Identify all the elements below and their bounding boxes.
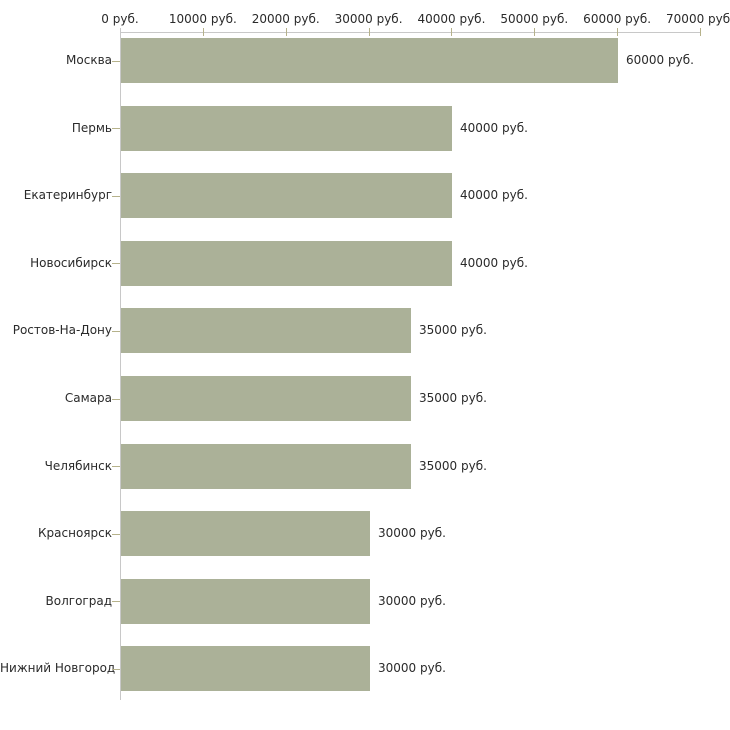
- bar-9: [121, 646, 370, 692]
- bar-6: [121, 443, 411, 489]
- x-axis-line: [120, 32, 701, 33]
- x-axis-tick: [368, 28, 370, 36]
- category-tick: [112, 61, 120, 62]
- x-axis-tick-label: 0 руб.: [101, 12, 139, 26]
- bar-value-label: 30000 руб.: [378, 593, 446, 608]
- category-tick: [112, 196, 120, 197]
- category-tick: [112, 263, 120, 264]
- bar-8: [121, 578, 370, 624]
- bar-value-label: 35000 руб.: [419, 391, 487, 405]
- bar-3: [121, 240, 452, 286]
- bar-value-label: 35000 руб.: [419, 458, 487, 473]
- bar-1: [121, 105, 452, 151]
- x-axis-tick-label: 40000 руб.: [417, 12, 486, 26]
- category-tick: [112, 601, 120, 602]
- x-axis-tick: [451, 28, 453, 36]
- x-axis-tick-label: 60000 руб.: [583, 12, 652, 26]
- bar-value-label: 35000 руб.: [419, 323, 487, 338]
- x-axis-tick: [120, 28, 121, 36]
- category-label: Москва: [66, 53, 112, 67]
- x-axis-tick-label: 30000 руб.: [334, 12, 403, 26]
- category-label: Екатеринбург: [23, 188, 112, 203]
- x-axis-tick: [700, 28, 701, 36]
- bar-value-label: 30000 руб.: [378, 526, 446, 541]
- category-tick: [112, 399, 120, 400]
- category-label: Новосибирск: [30, 255, 112, 270]
- bar-value-label: 60000 руб.: [626, 53, 694, 67]
- bar-value-label: 30000 руб.: [378, 661, 446, 676]
- category-label: Ростов-На-Дону: [12, 323, 112, 338]
- x-axis-tick-label: 20000 руб.: [251, 12, 320, 26]
- category-label: Нижний Новгород: [0, 661, 116, 676]
- category-label: Челябинск: [44, 458, 112, 473]
- y-axis-line: [120, 32, 121, 700]
- bar-7: [121, 511, 370, 557]
- category-label: Красноярск: [38, 526, 112, 541]
- x-axis-tick-label: 70000 руб.: [666, 12, 730, 26]
- x-axis-tick: [534, 28, 536, 36]
- bar-value-label: 40000 руб.: [460, 255, 528, 270]
- category-label: Самара: [64, 391, 112, 405]
- x-axis-tick: [617, 28, 619, 36]
- bar-value-label: 40000 руб.: [460, 188, 528, 203]
- bar-2: [121, 173, 452, 219]
- category-label: Пермь: [71, 120, 112, 135]
- category-tick: [112, 331, 120, 332]
- x-axis-tick: [202, 28, 204, 36]
- category-tick: [112, 534, 120, 535]
- category-tick: [112, 128, 120, 129]
- x-axis-tick-label: 10000 руб.: [168, 12, 237, 26]
- x-axis-tick: [285, 28, 287, 36]
- x-axis-tick-label: 50000 руб.: [500, 12, 569, 26]
- bar-value-label: 40000 руб.: [460, 120, 528, 135]
- category-label: Волгоград: [45, 593, 112, 608]
- category-tick: [112, 466, 120, 467]
- category-tick: [112, 669, 120, 670]
- bar-5: [121, 376, 411, 421]
- bar-4: [121, 308, 411, 354]
- bar-0: [121, 38, 618, 83]
